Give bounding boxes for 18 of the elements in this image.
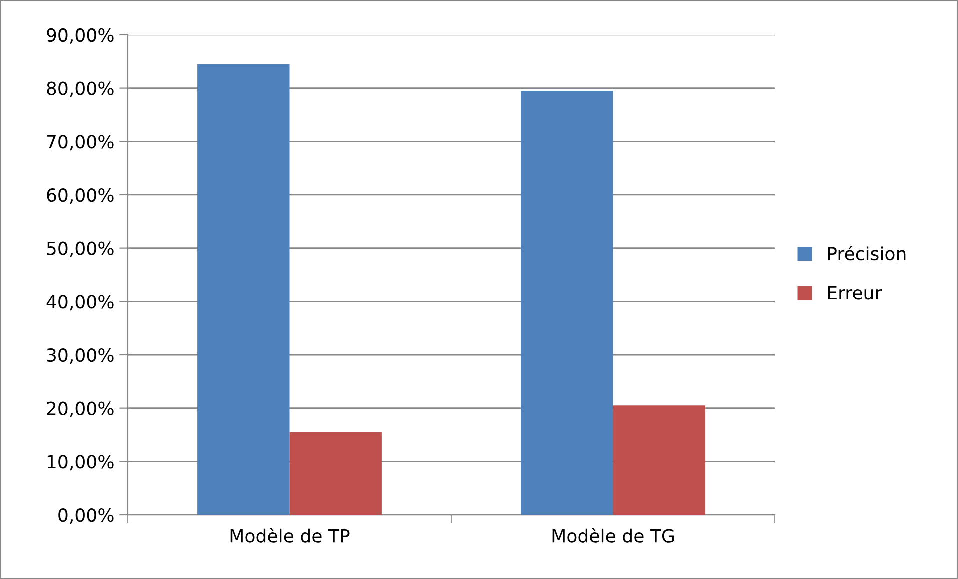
y-tick-label: 50,00% — [47, 242, 114, 258]
bar — [198, 64, 290, 516]
bar — [613, 406, 706, 516]
bar — [290, 432, 382, 516]
y-tick-label: 20,00% — [47, 402, 114, 418]
legend-label: Erreur — [828, 286, 882, 300]
y-tick-label: 10,00% — [48, 455, 114, 471]
bar — [521, 90, 614, 516]
legend-label: Précision — [828, 246, 906, 261]
y-tick-label: 30,00% — [47, 348, 114, 364]
y-tick-label: 80,00% — [47, 82, 114, 98]
y-tick-label: 70,00% — [47, 135, 114, 151]
y-tick-label: 90,00% — [47, 28, 114, 44]
x-tick-label: Modèle de TG — [552, 528, 674, 543]
y-tick-label: 0,00% — [58, 508, 114, 524]
x-tick-label: Modèle de TP — [230, 528, 350, 543]
y-tick-label: 60,00% — [47, 188, 114, 204]
y-tick-label: 40,00% — [46, 295, 114, 311]
